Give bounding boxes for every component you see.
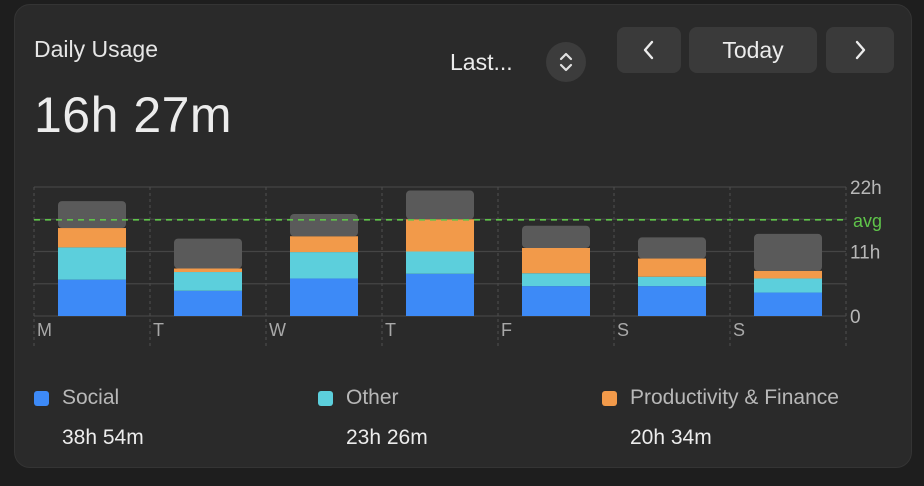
bar-segment-social	[754, 292, 822, 316]
x-tick-label: M	[37, 320, 52, 340]
x-tick-label: T	[153, 320, 164, 340]
today-button[interactable]: Today	[689, 27, 817, 73]
legend-swatch	[602, 391, 617, 406]
bar-segment-productivity-finance	[522, 247, 590, 274]
bar-segment-uncategorized	[754, 233, 822, 271]
bar-segment-productivity-finance	[754, 270, 822, 279]
bar-segment-uncategorized	[638, 237, 706, 259]
chevron-up-down-icon[interactable]	[546, 42, 586, 82]
bar-segment-uncategorized	[406, 190, 474, 220]
chevron-left-icon	[643, 40, 654, 60]
x-tick-label: S	[617, 320, 629, 340]
bar-segment-social	[290, 278, 358, 316]
legend-label: Other	[346, 386, 399, 409]
previous-button[interactable]	[617, 27, 681, 73]
bar-segment-uncategorized	[58, 201, 126, 229]
range-select-label[interactable]: Last...	[450, 49, 513, 75]
bar-segment-social	[174, 290, 242, 316]
panel-title: Daily Usage	[34, 36, 158, 62]
bar-segment-social	[522, 286, 590, 316]
bar-segment-productivity-finance	[174, 268, 242, 273]
chevron-right-icon	[855, 40, 866, 60]
legend-value: 38h 54m	[62, 426, 144, 449]
bar-segment-other	[406, 251, 474, 274]
legend-swatch	[34, 391, 49, 406]
bar-segment-other	[58, 247, 126, 280]
bar-segment-uncategorized	[174, 238, 242, 269]
legend-label: Social	[62, 386, 120, 409]
legend-swatch	[318, 391, 333, 406]
total-usage: 16h 27m	[34, 87, 233, 143]
x-tick-label: S	[733, 320, 745, 340]
bar-segment-other	[174, 272, 242, 291]
bar-segment-uncategorized	[290, 213, 358, 237]
x-tick-label: W	[269, 320, 286, 340]
bar-segment-social	[638, 286, 706, 316]
bar-segment-other	[290, 252, 358, 279]
y-tick-label: 22h	[850, 178, 882, 199]
bar-segment-productivity-finance	[58, 228, 126, 248]
bar-segment-other	[754, 278, 822, 293]
y-tick-label: 11h	[850, 243, 880, 264]
bar-segment-other	[522, 273, 590, 287]
bar-segment-productivity-finance	[638, 258, 706, 277]
x-tick-label: T	[385, 320, 396, 340]
average-label: avg	[853, 211, 882, 231]
bar-segment-productivity-finance	[290, 236, 358, 253]
x-tick-label: F	[501, 320, 512, 340]
legend-value: 20h 34m	[630, 426, 712, 449]
y-tick-label: 0	[850, 307, 861, 328]
bar-segment-other	[638, 276, 706, 287]
bar-segment-social	[58, 279, 126, 316]
legend-label: Productivity & Finance	[630, 386, 839, 409]
bar-segment-social	[406, 273, 474, 316]
next-button[interactable]	[826, 27, 894, 73]
bar-segment-productivity-finance	[406, 219, 474, 252]
legend-value: 23h 26m	[346, 426, 428, 449]
bar-segment-uncategorized	[522, 225, 590, 248]
